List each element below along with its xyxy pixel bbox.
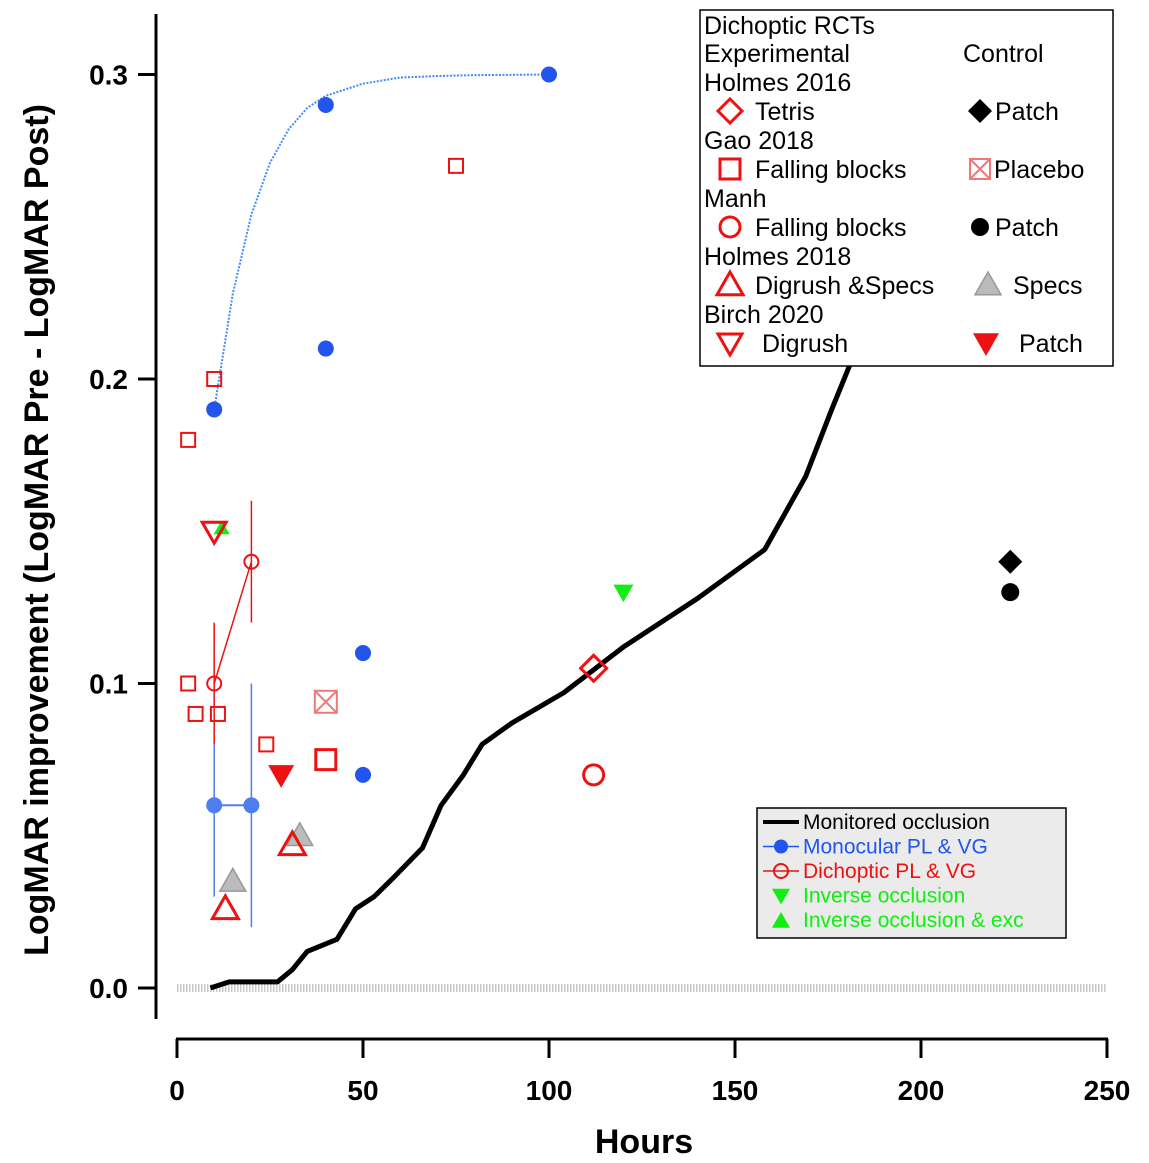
x-tick-label-1: 50 — [347, 1075, 378, 1106]
x-square-box — [969, 158, 991, 180]
x-tick-label-5: 250 — [1084, 1075, 1131, 1106]
x-square-cross — [969, 158, 991, 180]
monocular-pl-vg-point-0 — [206, 401, 223, 418]
rct-legend-control-4: Patch — [1019, 330, 1083, 358]
methods-legend-label-4: Inverse occlusion & exc — [803, 909, 1024, 932]
methods-legend-marker-2 — [773, 863, 789, 879]
dichoptic-mean-point-1 — [243, 553, 260, 570]
tetris-point-0 — [578, 653, 609, 684]
dichoptic-pl-vg-point-1 — [206, 371, 223, 387]
falling-blocks-gao-2018-point-0 — [314, 748, 338, 772]
methods-legend-label-0: Monitored occlusion — [803, 811, 990, 834]
monocular-pl-vg-point-1 — [317, 96, 334, 113]
rct-legend-ctl-marker-1 — [969, 158, 991, 180]
y-tick-label-2: 0.2 — [89, 364, 128, 395]
rct-legend-study-1: Gao 2018 — [704, 127, 814, 155]
axes-layer: 0.0 0.1 0.2 0.3 0 50 100 150 200 250 Hours LogMAR i… — [18, 14, 1130, 1161]
rct-legend-exp-marker-0 — [715, 96, 745, 126]
rct-legend-ctl-marker-2 — [971, 218, 989, 236]
dichoptic-pl-vg-point-2 — [180, 675, 197, 692]
rct-legend-control-1: Placebo — [994, 156, 1084, 184]
rct-legend-study-4: Birch 2020 — [704, 301, 824, 329]
monocular-mean-point-0 — [206, 797, 223, 814]
methods-legend-marker-3 — [772, 888, 790, 905]
x-tick-label-3: 150 — [712, 1075, 759, 1106]
patch-holmes-2016-point-0 — [998, 549, 1023, 574]
rct-legend-exp-marker-3 — [714, 268, 746, 297]
rct-legend-box — [699, 9, 1114, 367]
rct-legend-experimental-2: Falling blocks — [755, 214, 906, 242]
dichoptic-pl-vg-point-5 — [258, 736, 275, 753]
rct-legend-study-0: Holmes 2016 — [704, 69, 851, 97]
x-tick-label-0: 0 — [169, 1075, 185, 1106]
falling-blocks-manh-point-0 — [582, 763, 606, 787]
specs-point-0 — [218, 866, 248, 892]
methods-legend-marker-1 — [774, 839, 788, 854]
y-tick-label-0: 0.0 — [89, 973, 128, 1004]
dichoptic-mean-line — [213, 561, 253, 684]
data-layer — [180, 66, 1023, 991]
rct-legend-ctl-marker-0 — [968, 99, 992, 123]
patch-birch-2020-point-0 — [268, 765, 295, 788]
rct-legend-study-3: Holmes 2018 — [704, 243, 851, 271]
x-tick-label-4: 200 — [898, 1075, 945, 1106]
dichoptic-pl-vg-point-6 — [448, 157, 464, 174]
monocular-fit-curve — [213, 73, 550, 410]
digrush-specs-point-0 — [209, 892, 241, 921]
methods-legend-label-3: Inverse occlusion — [803, 885, 965, 908]
x-tick-label-2: 100 — [526, 1075, 573, 1106]
digrush-specs-point-1 — [276, 828, 308, 857]
rct-legend-control-2: Patch — [995, 214, 1059, 242]
rct-legend-experimental-0: Tetris — [755, 98, 815, 126]
rct-legend-experimental-3: Digrush &Specs — [755, 272, 934, 300]
rct-legend-exp-marker-2 — [718, 215, 742, 239]
x-square-cross — [314, 690, 338, 714]
methods-legend-box — [756, 807, 1067, 939]
dichoptic-pl-vg-point-0 — [180, 431, 197, 448]
rct-legend-study-2: Manh — [704, 185, 767, 213]
methods-legend-label-1: Monocular PL & VG — [803, 836, 988, 859]
rct-legend-experimental-header: Experimental — [704, 40, 850, 68]
monocular-pl-vg-point-3 — [541, 66, 557, 83]
placebo-point-0 — [313, 689, 338, 714]
inverse-occlusion-point-0 — [613, 584, 634, 603]
monitored-occlusion-line — [209, 340, 871, 991]
rct-legend-experimental-1: Falling blocks — [755, 156, 906, 184]
dichoptic-pl-vg-point-3 — [187, 705, 204, 722]
rct-legend-ctl-marker-4 — [973, 333, 999, 356]
methods-legend-marker-4 — [772, 912, 790, 928]
rct-legend-experimental-4: Digrush — [762, 330, 848, 358]
dichoptic-mean-point-0 — [206, 675, 223, 692]
y-tick-label-3: 0.3 — [89, 60, 128, 91]
inverse-occlusion-exc-point-0 — [213, 520, 230, 535]
rct-legend-exp-marker-1 — [718, 157, 742, 181]
monocular-pl-vg-point-5 — [355, 766, 371, 783]
digrush-point-0 — [199, 520, 229, 547]
rct-legend-control-header: Control — [963, 40, 1044, 68]
monocular-pl-vg-point-4 — [355, 645, 371, 662]
x-square-box — [313, 689, 338, 714]
rct-legend-exp-marker-4 — [715, 332, 745, 359]
y-axis-title: LogMAR improvement (LogMAR Pre - LogMAR … — [18, 104, 56, 956]
x-axis-title: Hours — [595, 1123, 693, 1161]
patch-manh-point-0 — [1001, 583, 1020, 602]
rct-legend-title: Dichoptic RCTs — [704, 12, 875, 40]
y-tick-label-1: 0.1 — [89, 669, 128, 700]
monocular-mean-point-1 — [243, 797, 260, 814]
rct-legend-ctl-marker-3 — [973, 270, 1003, 296]
rct-legend-control-0: Patch — [995, 98, 1059, 126]
monocular-pl-vg-point-2 — [317, 340, 334, 357]
rct-legend-control-3: Specs — [1013, 272, 1082, 300]
dichoptic-pl-vg-point-4 — [209, 705, 226, 722]
methods-legend-label-2: Dichoptic PL & VG — [803, 860, 976, 883]
